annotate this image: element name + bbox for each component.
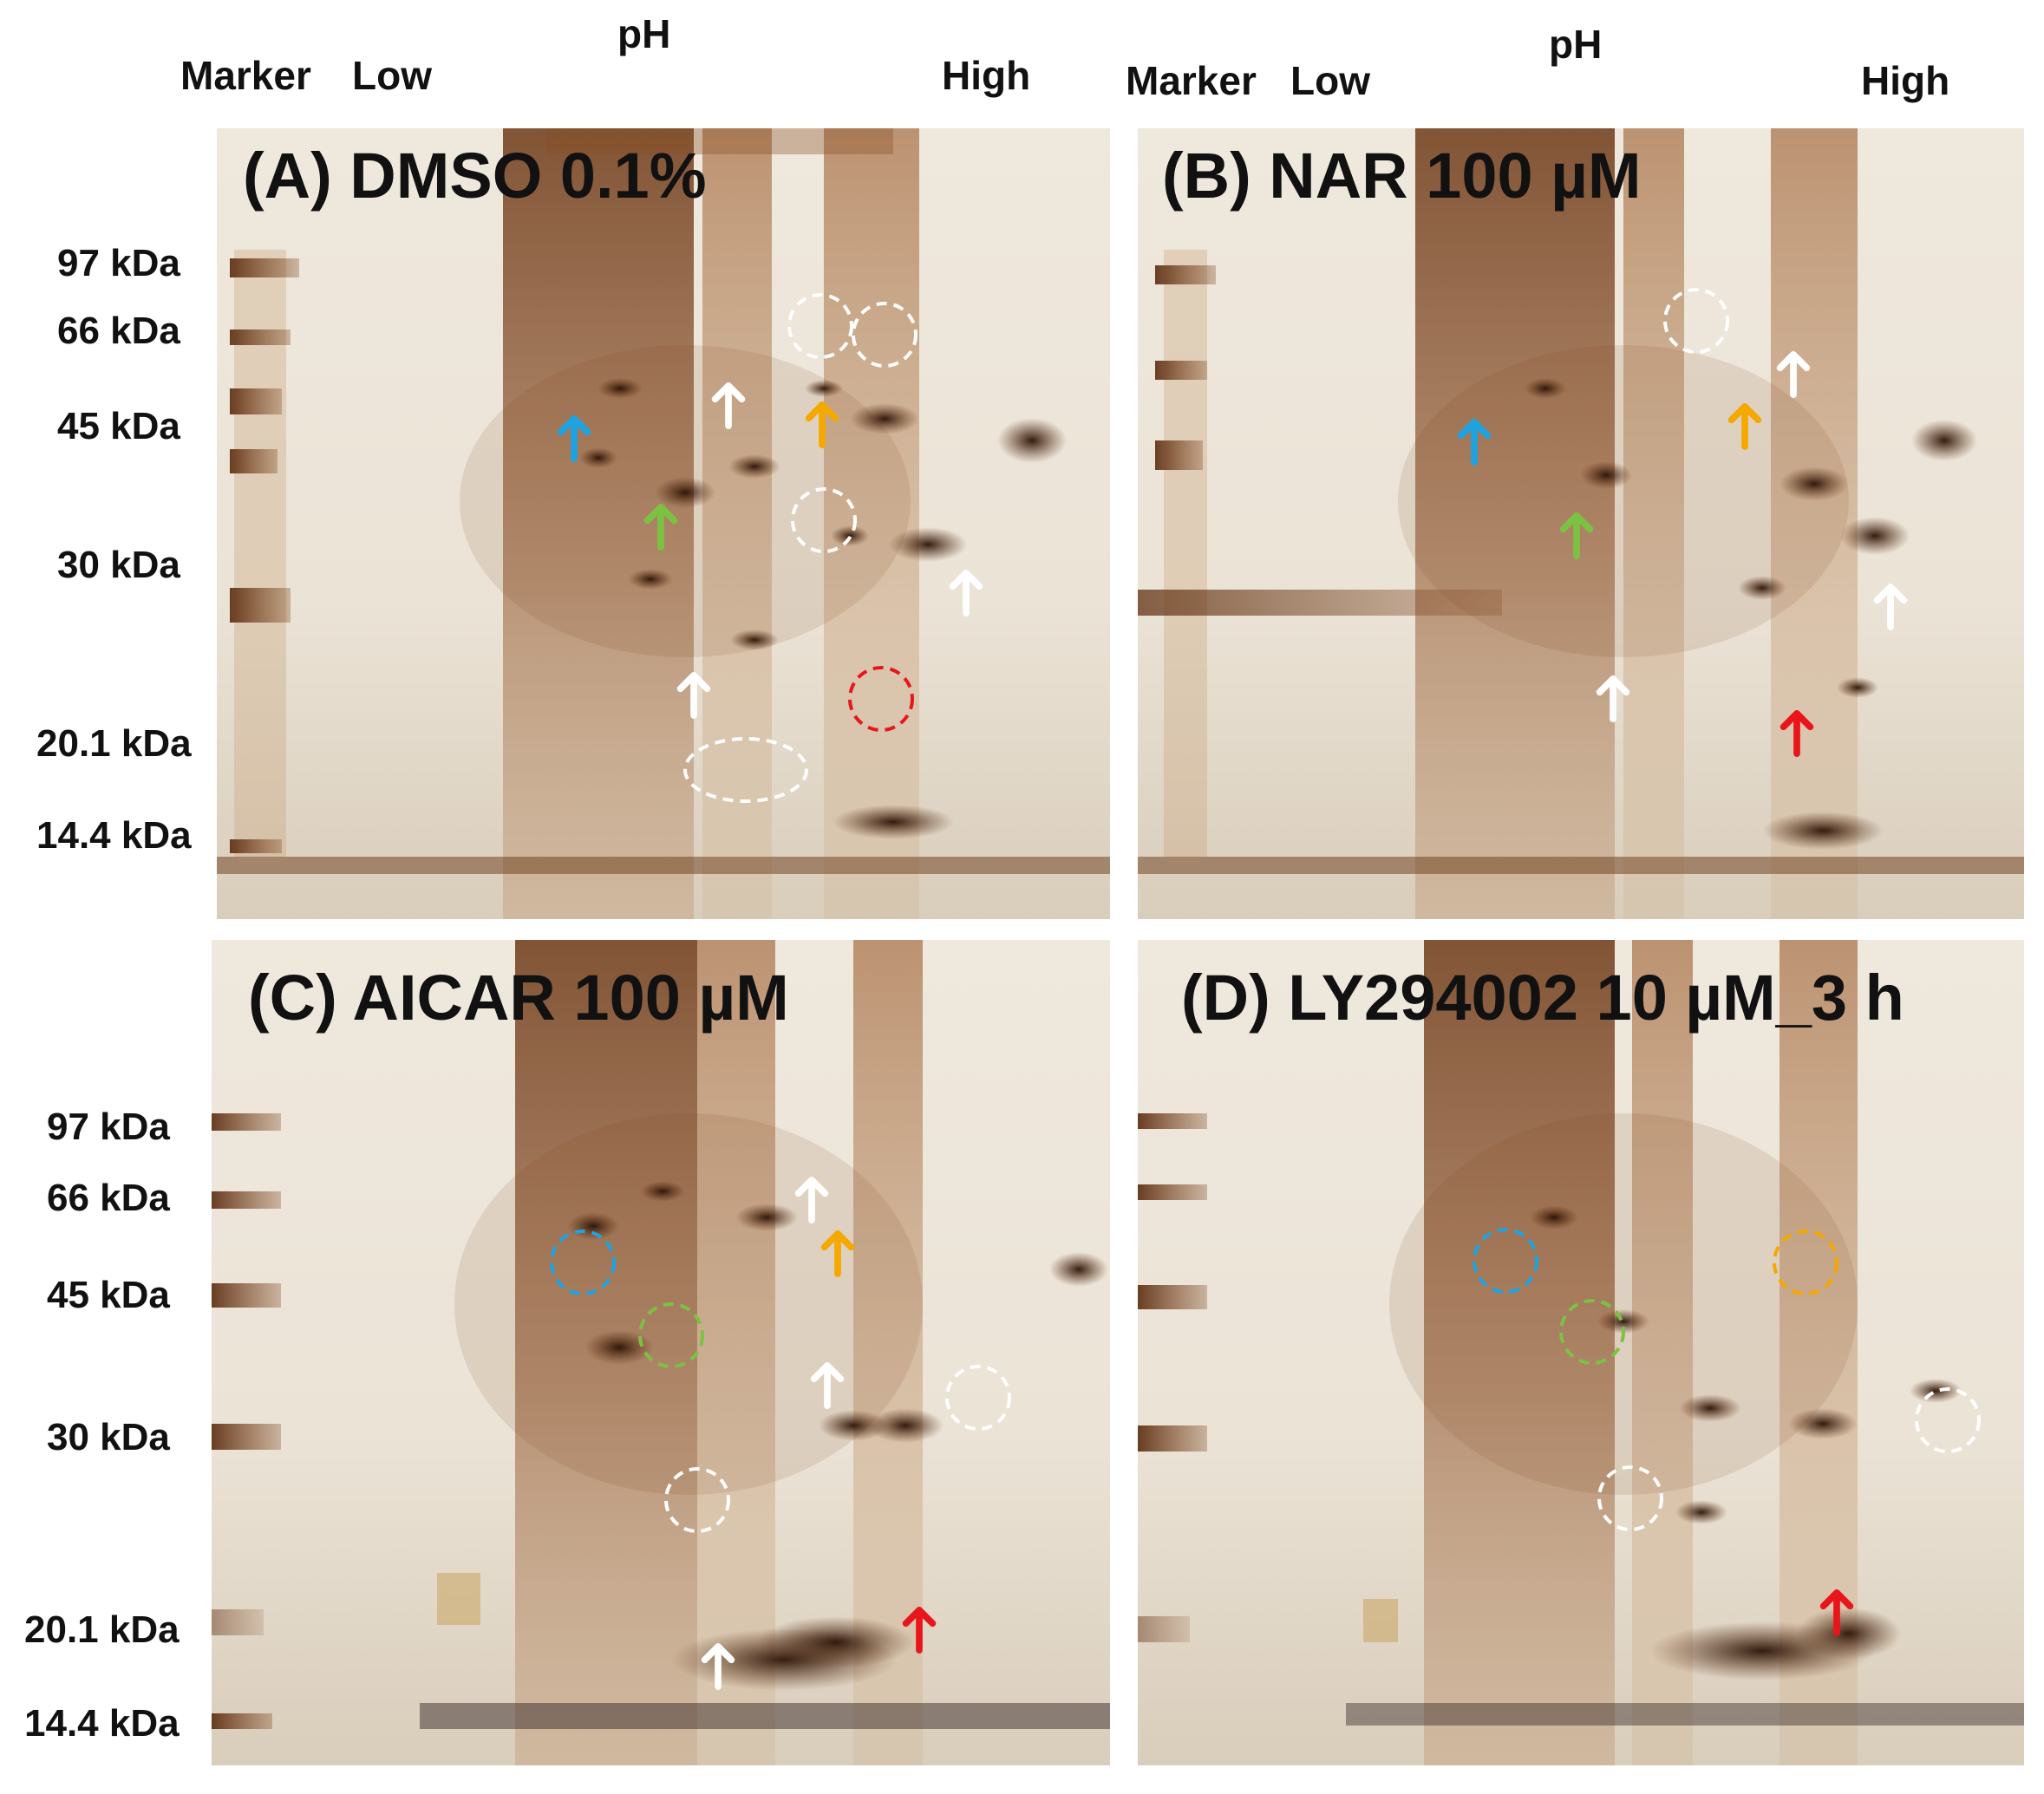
mw-label-45-top: 45 kDa xyxy=(57,405,180,447)
header-low-right: Low xyxy=(1290,58,1370,103)
panel-a-title: (A) DMSO 0.1% xyxy=(243,140,707,212)
panel-d-title: (D) LY294002 10 µM_3 h xyxy=(1181,962,1904,1034)
gel-image-d xyxy=(1138,940,2024,1765)
mw-label-97-top: 97 kDa xyxy=(57,242,180,284)
gel-panel-b: (B) NAR 100 µM xyxy=(1138,128,2024,919)
header-marker-right: Marker xyxy=(1126,58,1257,103)
gel-annotations-c xyxy=(550,940,1011,1765)
mw-label-97-bottom: 97 kDa xyxy=(47,1106,170,1148)
panel-c-title: (C) AICAR 100 µM xyxy=(248,962,789,1034)
header-high-left: High xyxy=(942,53,1031,98)
mw-label-14-bottom: 14.4 kDa xyxy=(24,1702,180,1745)
mw-label-66-bottom: 66 kDa xyxy=(47,1177,170,1219)
header-ph-left: pH xyxy=(617,11,671,56)
gel-image-c xyxy=(212,940,1110,1765)
gel-annotations-d xyxy=(1473,1228,1981,1765)
mw-label-45-bottom: 45 kDa xyxy=(47,1274,170,1316)
header-marker-left: Marker xyxy=(180,53,311,98)
mw-label-30-top: 30 kDa xyxy=(57,544,180,586)
header-high-right: High xyxy=(1861,58,1950,103)
panel-b-title: (B) NAR 100 µM xyxy=(1162,140,1642,212)
mw-label-30-bottom: 30 kDa xyxy=(47,1416,170,1458)
mw-label-66-top: 66 kDa xyxy=(57,310,180,352)
gel-image-b xyxy=(1138,128,2024,919)
mw-label-20-bottom: 20.1 kDa xyxy=(24,1608,180,1651)
header-low-left: Low xyxy=(352,53,432,98)
mw-label-20-top: 20.1 kDa xyxy=(36,722,192,765)
gel-annotations-b xyxy=(1138,288,2024,919)
gel-panel-d: (D) LY294002 10 µM_3 h xyxy=(1138,940,2024,1765)
gel-annotations-a xyxy=(217,293,1110,803)
mw-label-14-top: 14.4 kDa xyxy=(36,814,192,857)
gel-image-a xyxy=(217,128,1110,919)
gel-panel-a: (A) DMSO 0.1% xyxy=(217,128,1110,919)
gel-panel-c: (C) AICAR 100 µM xyxy=(212,940,1110,1765)
header-ph-right: pH xyxy=(1549,22,1603,67)
